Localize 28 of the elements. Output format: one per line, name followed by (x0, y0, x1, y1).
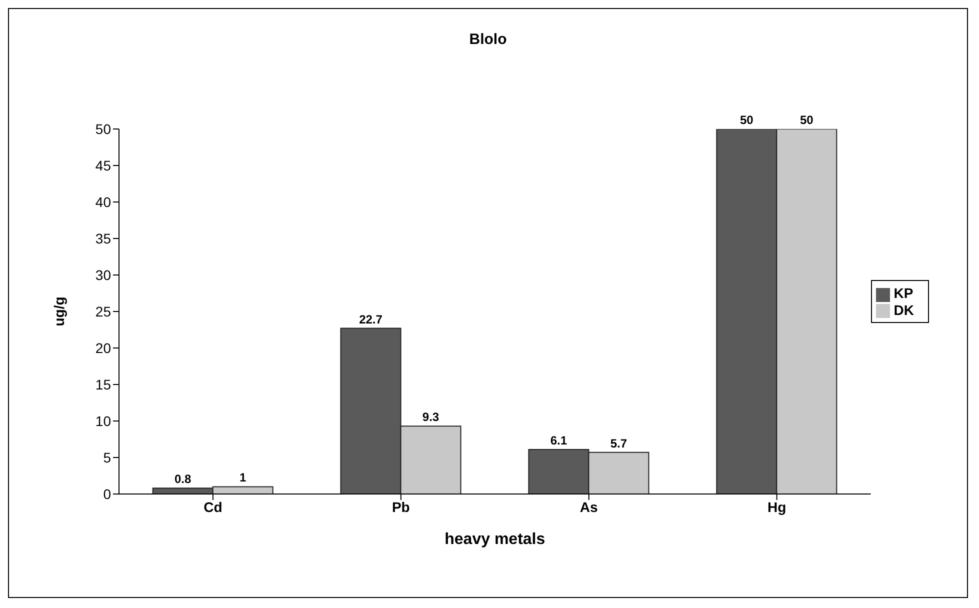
y-tick-label: 15 (95, 376, 112, 392)
data-label: 1 (239, 470, 246, 485)
chart-title: Blolo (468, 31, 508, 48)
y-tick-label: 40 (95, 194, 112, 210)
x-axis-title: heavy metals (444, 531, 546, 548)
y-tick-label: 10 (95, 412, 112, 429)
data-label: 50 (800, 113, 814, 127)
y-tick-label: 0 (103, 486, 112, 502)
legend-label: DK (894, 302, 914, 318)
data-label: 5.7 (610, 436, 628, 450)
y-tick-label: 30 (95, 266, 112, 283)
x-tick-label: Hg (767, 498, 786, 515)
data-label: 9.3 (422, 410, 440, 424)
y-tick-label: 45 (95, 157, 112, 174)
y-tick-label: 50 (95, 120, 112, 137)
data-label: 0.8 (174, 472, 192, 486)
data-label: 50 (740, 113, 754, 127)
x-tick-label: Cd (204, 498, 222, 515)
data-label: 22.7 (359, 312, 383, 326)
y-tick-label: 35 (95, 230, 112, 246)
y-tick-label: 5 (103, 449, 112, 466)
legend-label: KP (894, 285, 914, 302)
x-tick-label: As (580, 498, 598, 515)
y-tick-label: 20 (95, 340, 112, 356)
y-axis-title: ug/g (50, 296, 67, 326)
x-tick-label: Pb (392, 498, 410, 515)
data-label: 6.1 (550, 433, 568, 448)
y-tick-label: 25 (95, 303, 112, 320)
